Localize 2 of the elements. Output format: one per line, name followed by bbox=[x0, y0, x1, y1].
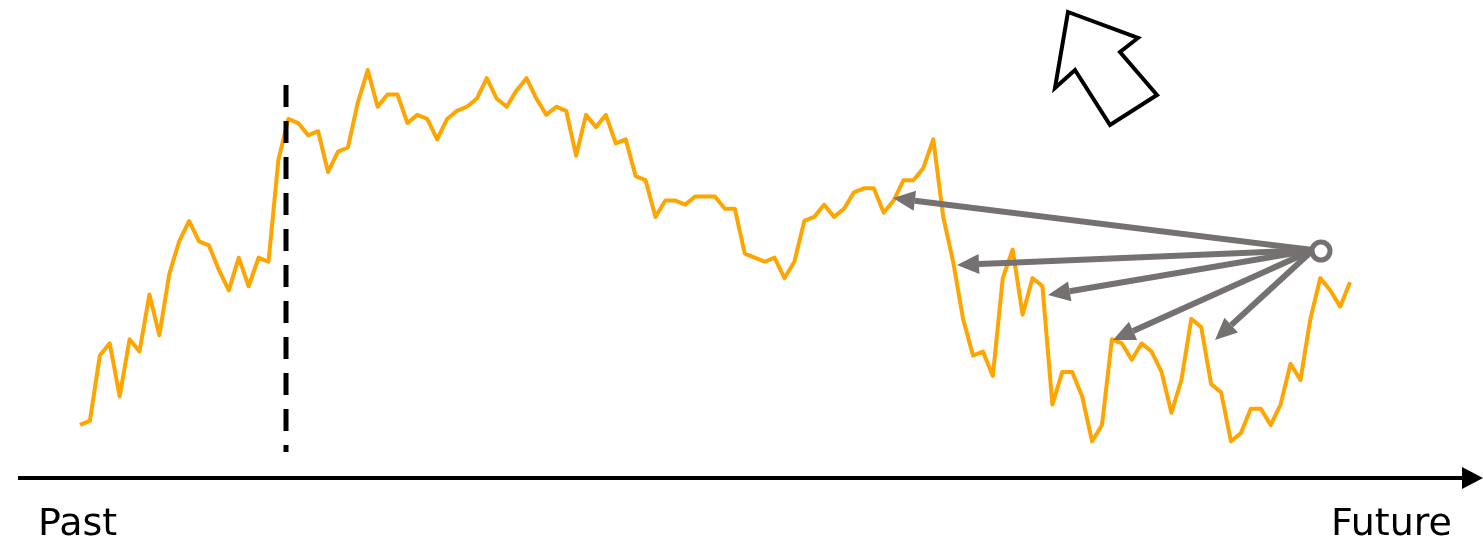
text: Future bbox=[1330, 500, 1452, 543]
text: Past bbox=[38, 500, 118, 543]
